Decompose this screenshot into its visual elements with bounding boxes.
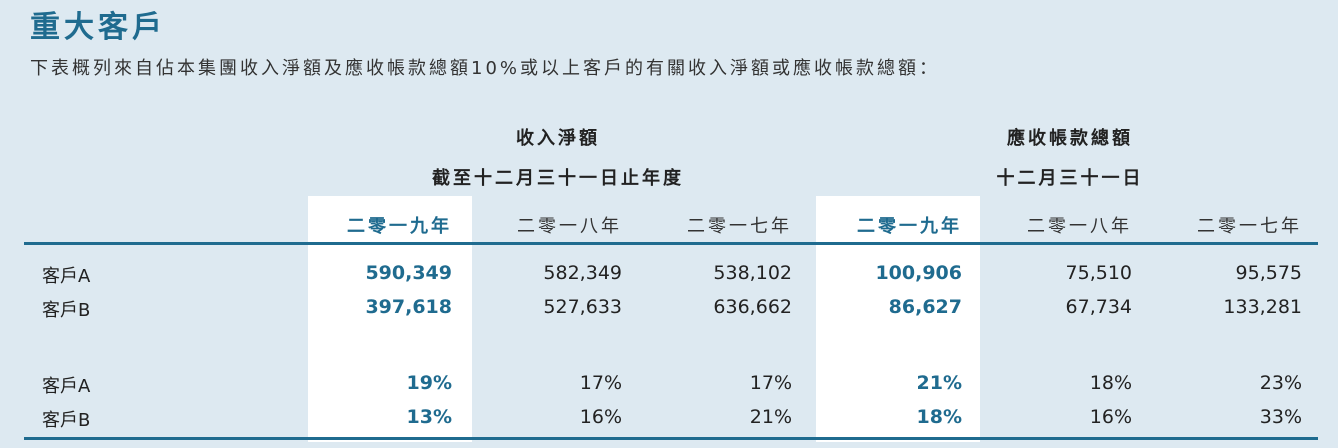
table-cell: 18% <box>916 406 962 428</box>
table-cell: 21% <box>749 406 792 428</box>
header-divider <box>24 242 1318 245</box>
table-cell: 100,906 <box>875 262 962 284</box>
year-header: 二零一九年 <box>857 216 962 237</box>
table-cell: 18% <box>1089 372 1132 394</box>
table-cell: 19% <box>406 372 452 394</box>
table-cell: 13% <box>406 406 452 428</box>
table-cell: 95,575 <box>1235 262 1302 284</box>
table-bottom-rule <box>24 437 1318 440</box>
year-header: 二零一九年 <box>347 216 452 237</box>
row-label: 客戶A <box>42 266 91 287</box>
table-cell: 86,627 <box>888 296 962 318</box>
revenue-group-label: 收入淨額 <box>516 128 600 149</box>
table-cell: 582,349 <box>543 262 622 284</box>
table-cell: 17% <box>579 372 622 394</box>
receivables-period-label: 十二月三十一日 <box>996 168 1144 189</box>
table-cell: 17% <box>749 372 792 394</box>
table-cell: 397,618 <box>365 296 452 318</box>
table-cell: 67,734 <box>1065 296 1132 318</box>
year-header: 二零一八年 <box>517 216 622 237</box>
receivables-group-label: 應收帳款總額 <box>1007 128 1133 149</box>
table-cell: 16% <box>579 406 622 428</box>
row-label: 客戶B <box>42 300 91 321</box>
page-title: 重大客戶 <box>30 10 166 45</box>
table-cell: 538,102 <box>713 262 792 284</box>
table-cell: 590,349 <box>365 262 452 284</box>
row-label: 客戶A <box>42 376 91 397</box>
table-cell: 33% <box>1259 406 1302 428</box>
table-cell: 16% <box>1089 406 1132 428</box>
table-cell: 23% <box>1259 372 1302 394</box>
year-header: 二零一八年 <box>1027 216 1132 237</box>
page-subtitle: 下表概列來自佔本集團收入淨額及應收帳款總額10%或以上客戶的有關收入淨額或應收帳… <box>30 58 941 79</box>
table-cell: 75,510 <box>1065 262 1132 284</box>
table-cell: 21% <box>916 372 962 394</box>
table-cell: 527,633 <box>543 296 622 318</box>
table-cell: 133,281 <box>1223 296 1302 318</box>
current-year-highlight-revenue <box>308 196 472 442</box>
year-header: 二零一七年 <box>1197 216 1302 237</box>
current-year-highlight-receivables <box>816 196 980 442</box>
row-label: 客戶B <box>42 410 91 431</box>
year-header: 二零一七年 <box>687 216 792 237</box>
revenue-period-label: 截至十二月三十一日止年度 <box>432 168 684 189</box>
table-cell: 636,662 <box>713 296 792 318</box>
